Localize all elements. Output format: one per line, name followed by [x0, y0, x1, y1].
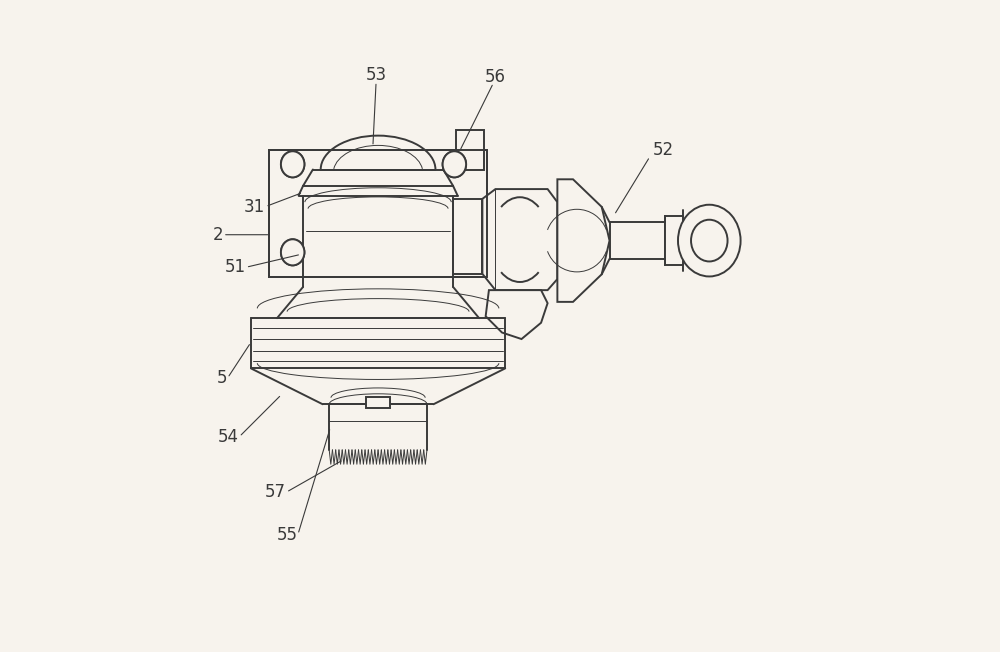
Text: 56: 56	[484, 68, 505, 86]
Ellipse shape	[443, 151, 466, 177]
Bar	[610, 222, 665, 259]
Text: 52: 52	[653, 141, 674, 159]
Ellipse shape	[281, 151, 304, 177]
Text: 2: 2	[212, 226, 223, 244]
Text: 5: 5	[217, 369, 227, 387]
Ellipse shape	[281, 239, 304, 265]
Bar	[456, 130, 484, 170]
Text: 57: 57	[265, 483, 286, 501]
Ellipse shape	[281, 239, 304, 265]
Polygon shape	[482, 189, 557, 290]
Text: 54: 54	[218, 428, 239, 446]
Text: 31: 31	[244, 198, 265, 216]
Polygon shape	[486, 290, 548, 339]
Ellipse shape	[678, 205, 741, 276]
Text: 55: 55	[277, 526, 298, 544]
Polygon shape	[557, 179, 610, 302]
Ellipse shape	[443, 151, 466, 177]
Bar	[269, 150, 487, 277]
Bar	[269, 150, 487, 277]
Bar	[366, 397, 390, 408]
Bar	[453, 199, 482, 274]
Ellipse shape	[281, 151, 304, 177]
Text: 53: 53	[366, 66, 387, 84]
Text: 51: 51	[225, 258, 246, 276]
Bar	[665, 216, 683, 265]
Ellipse shape	[691, 220, 728, 261]
